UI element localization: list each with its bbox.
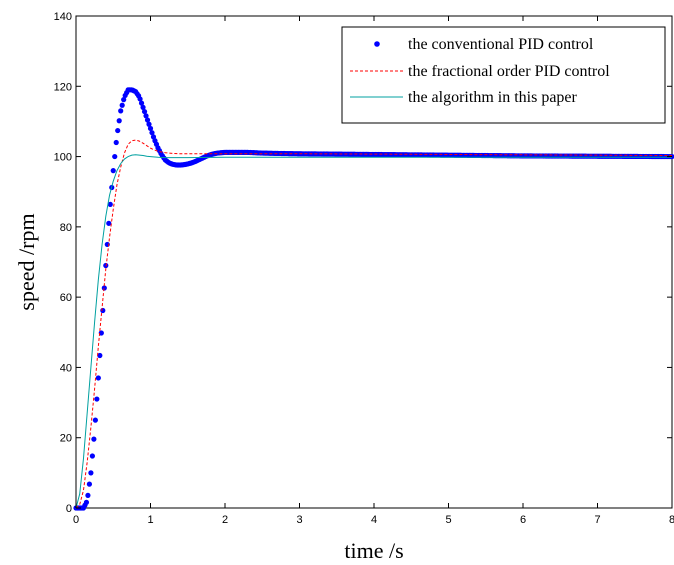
data-point [86, 481, 93, 487]
data-point [94, 396, 100, 402]
data-point [112, 153, 118, 160]
legend: the conventional PID control the fraction… [341, 26, 666, 124]
data-point [107, 201, 113, 207]
data-point [100, 307, 106, 314]
x-tick-label: 5 [445, 514, 451, 526]
data-point [138, 100, 145, 106]
data-point [98, 330, 104, 336]
legend-marker-dot [374, 41, 380, 47]
x-tick-label: 6 [520, 514, 526, 526]
data-point [88, 470, 94, 476]
y-axis-label: speed /rpm [14, 213, 39, 310]
x-axis-ticks: 0 1 2 3 4 5 6 7 8 [73, 16, 674, 526]
y-tick-label: 0 [66, 503, 72, 515]
data-point [97, 352, 103, 359]
data-point [115, 127, 121, 134]
data-point [116, 118, 122, 124]
series-layer [73, 87, 674, 511]
data-point [119, 102, 125, 108]
x-tick-label: 3 [296, 514, 302, 526]
x-axis-label: time /s [344, 538, 403, 563]
y-tick-label: 20 [60, 433, 72, 445]
data-point [95, 375, 101, 381]
data-point [141, 108, 148, 115]
y-tick-label: 60 [60, 292, 72, 304]
data-point [106, 220, 112, 226]
x-tick-label: 4 [371, 514, 377, 526]
data-point [143, 113, 149, 119]
data-point [85, 492, 91, 498]
y-tick-label: 40 [60, 362, 72, 374]
x-tick-label: 2 [222, 514, 228, 526]
data-point [101, 285, 107, 291]
data-point [147, 125, 154, 132]
data-point [89, 453, 95, 459]
y-axis-ticks: 0 20 40 60 80 100 120 140 [54, 11, 672, 515]
data-point [137, 96, 143, 102]
legend-entry-label: the fractional order PID control [408, 63, 610, 80]
data-point [113, 139, 119, 146]
data-point [149, 130, 155, 136]
data-point [83, 499, 90, 505]
x-tick-label: 7 [594, 514, 600, 526]
legend-box [341, 26, 666, 124]
y-tick-label: 120 [54, 81, 72, 93]
data-point [91, 436, 97, 442]
data-point [140, 104, 146, 110]
x-tick-label: 8 [669, 514, 674, 526]
legend-entry-label: the conventional PID control [408, 36, 594, 53]
x-tick-label: 1 [147, 514, 153, 526]
legend-entry-label: the algorithm in this paper [408, 89, 578, 106]
data-point [121, 97, 127, 103]
series-algorithm-line [75, 154, 672, 509]
series-fractional-pid-line [75, 139, 673, 509]
y-tick-label: 100 [54, 152, 72, 164]
data-point [146, 121, 152, 127]
data-point [144, 117, 151, 123]
x-tick-label: 0 [73, 514, 79, 526]
y-tick-label: 80 [60, 222, 72, 234]
data-point [118, 108, 124, 114]
data-point [110, 168, 116, 174]
series-conventional-pid [73, 87, 674, 511]
data-point [92, 417, 98, 423]
y-tick-label: 140 [54, 11, 72, 23]
